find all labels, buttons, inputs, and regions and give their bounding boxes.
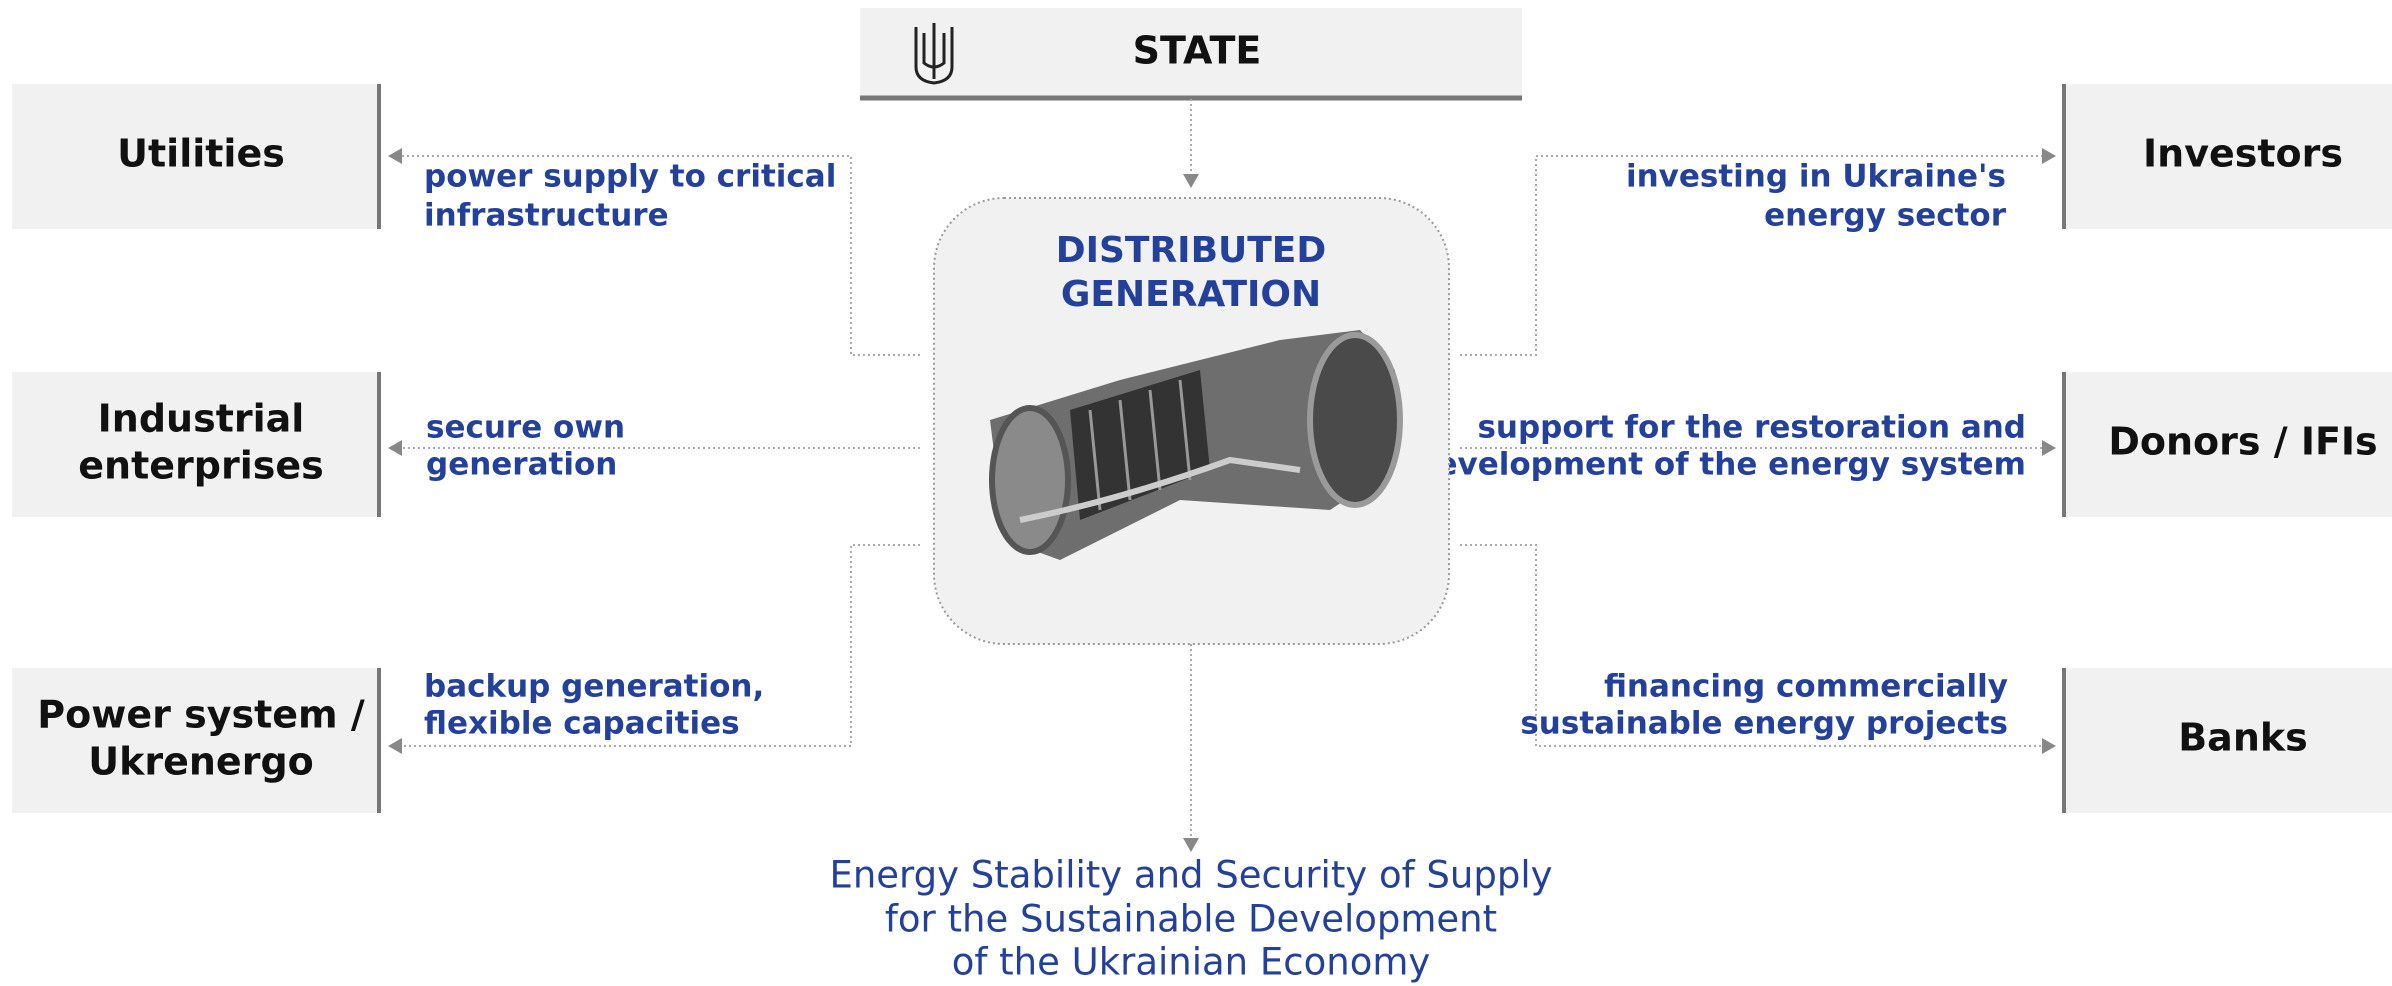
- outcome-text: for the Sustainable Development: [885, 898, 1497, 941]
- node-label: Banks: [2178, 716, 2308, 760]
- flow-label: development of the energy system: [1414, 447, 2026, 483]
- outcome-text: of the Ukrainian Economy: [952, 941, 1431, 984]
- node-label: Utilities: [117, 132, 285, 176]
- node-label: Power system /: [37, 693, 365, 737]
- flow-label: backup generation,: [424, 669, 764, 705]
- flow-label: generation: [426, 447, 617, 483]
- node-label: enterprises: [78, 444, 323, 488]
- flow-label: flexible capacities: [424, 706, 740, 742]
- flow-label: energy sector: [1764, 198, 2007, 234]
- flow-label: financing commercially: [1604, 669, 2008, 705]
- node-label: Investors: [2143, 132, 2343, 176]
- outcome-text: Energy Stability and Security of Supply: [829, 854, 1552, 897]
- node-label: Donors / IFIs: [2108, 420, 2377, 464]
- flow-label: investing in Ukraine's: [1626, 159, 2006, 195]
- state-label: STATE: [1133, 29, 1262, 73]
- diagram: STATE Utilities Industrial enterprises P…: [0, 0, 2392, 986]
- center-title: DISTRIBUTED: [1056, 230, 1327, 271]
- flow-label: support for the restoration and: [1477, 410, 2026, 446]
- flow-label: infrastructure: [424, 198, 669, 234]
- node-label: Industrial: [98, 397, 305, 441]
- flow-label: sustainable energy projects: [1520, 706, 2008, 742]
- node-label: Ukrenergo: [88, 740, 314, 784]
- flow-label: secure own: [426, 410, 625, 446]
- center-title: GENERATION: [1061, 274, 1321, 315]
- flow-label: power supply to critical: [424, 159, 836, 195]
